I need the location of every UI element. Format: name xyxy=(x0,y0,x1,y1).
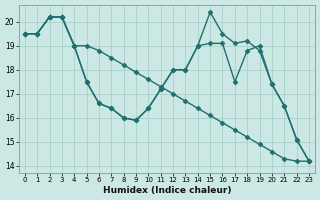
X-axis label: Humidex (Indice chaleur): Humidex (Indice chaleur) xyxy=(103,186,231,195)
